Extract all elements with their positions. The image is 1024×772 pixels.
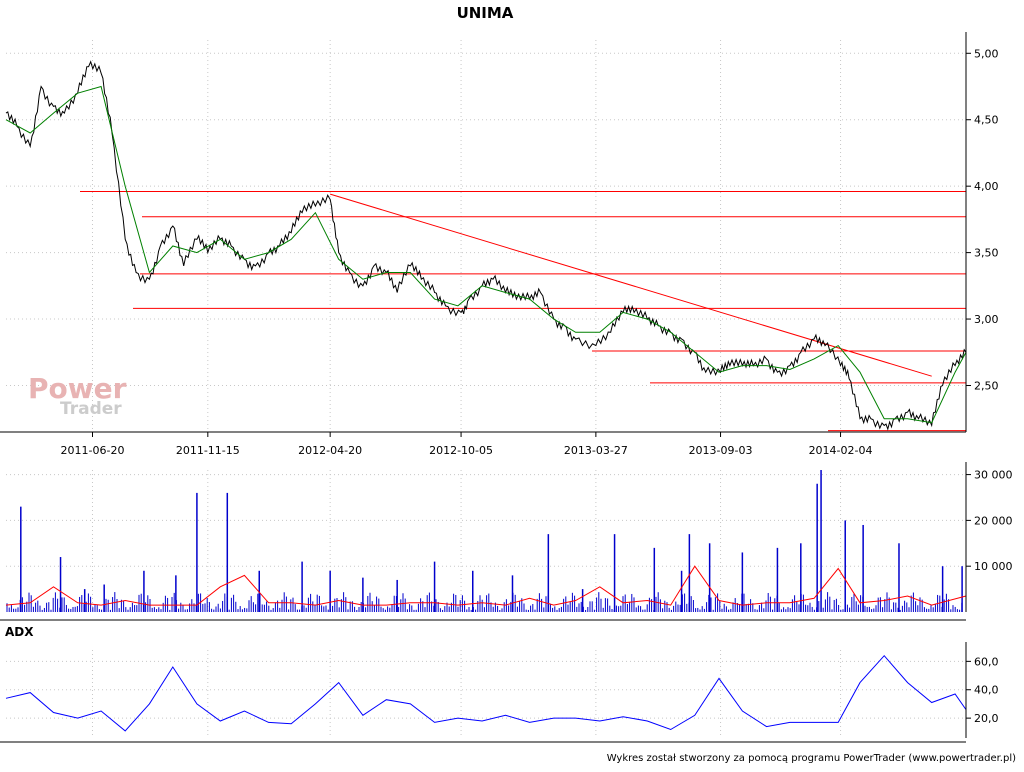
x-tick-label: 2012-04-20: [298, 444, 362, 457]
y-tick-label: 20 000: [974, 514, 1013, 527]
x-tick-label: 2011-06-20: [61, 444, 125, 457]
watermark-line-1: Power: [28, 372, 127, 405]
x-tick-label: 2013-03-27: [564, 444, 628, 457]
y-tick-label: 3,50: [974, 247, 999, 260]
adx-line: [5, 654, 967, 732]
trend-line: [330, 193, 932, 377]
y-tick-label: 20,0: [974, 712, 999, 725]
x-tick-label: 2012-10-05: [429, 444, 493, 457]
marks-layer: [5, 60, 967, 732]
y-tick-label: 40,0: [974, 684, 999, 697]
y-tick-label: 10 000: [974, 560, 1013, 573]
y-tick-label: 30 000: [974, 469, 1013, 482]
price-line: [5, 60, 967, 431]
watermark: Power Trader: [28, 372, 127, 419]
y-tick-label: 4,00: [974, 180, 999, 193]
x-tick-label: 2013-09-03: [689, 444, 753, 457]
grid-layer: [6, 40, 966, 738]
y-tick-label: 60,0: [974, 655, 999, 668]
volume-average-line: [5, 565, 967, 606]
moving-average-line: [5, 85, 967, 424]
axes-layer: 2011-06-20 2011-11-15 2012-04-20 2012-10-05…: [0, 32, 1013, 743]
footer-credit: Wykres został stworzony za pomocą progra…: [607, 753, 1016, 764]
watermark-line-2: Trader: [60, 399, 122, 419]
x-tick-label: 2011-11-15: [176, 444, 240, 457]
x-tick-label: 2014-02-04: [809, 444, 873, 457]
y-tick-label: 3,00: [974, 313, 999, 326]
chart-title: UNIMA: [457, 4, 514, 22]
y-tick-label: 4,50: [974, 114, 999, 127]
y-tick-label: 5,00: [974, 47, 999, 60]
y-tick-label: 2,50: [974, 379, 999, 392]
adx-panel-title: ADX: [5, 625, 34, 639]
